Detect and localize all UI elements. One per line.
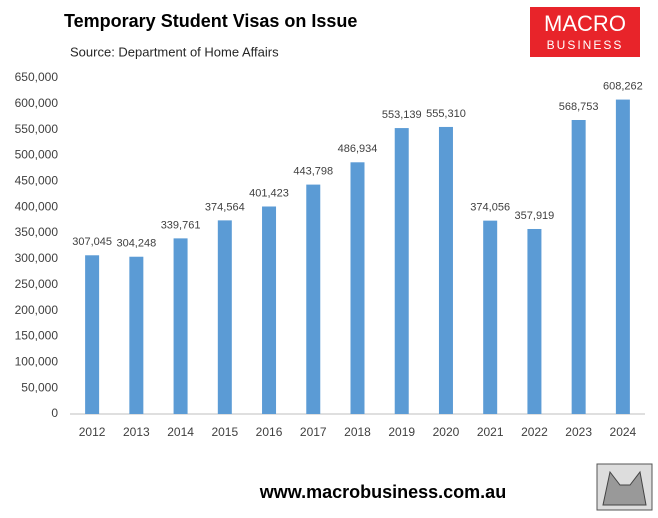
x-tick-label: 2022	[521, 425, 548, 439]
y-tick-label: 600,000	[15, 96, 59, 110]
data-label: 553,139	[382, 109, 422, 121]
x-tick-label: 2017	[300, 425, 327, 439]
logo-text: BUSINESS	[547, 38, 624, 52]
data-label: 374,564	[205, 201, 245, 213]
y-tick-label: 50,000	[21, 380, 58, 394]
x-tick-label: 2013	[123, 425, 150, 439]
y-tick-label: 250,000	[15, 277, 59, 291]
x-tick-label: 2019	[388, 425, 415, 439]
y-tick-label: 150,000	[15, 329, 59, 343]
footer: www.macrobusiness.com.au	[259, 482, 506, 502]
data-label: 401,423	[249, 187, 289, 199]
data-label: 374,056	[470, 202, 510, 214]
x-tick-label: 2012	[79, 425, 106, 439]
y-tick-label: 650,000	[15, 70, 59, 84]
x-tick-label: 2020	[433, 425, 460, 439]
bar	[217, 220, 232, 414]
bar	[173, 238, 188, 414]
x-tick-label: 2024	[610, 425, 637, 439]
y-tick-label: 300,000	[15, 251, 59, 265]
y-tick-label: 500,000	[15, 148, 59, 162]
x-tick-label: 2015	[211, 425, 238, 439]
bar	[615, 99, 630, 415]
bar	[262, 206, 277, 414]
data-label: 339,761	[161, 219, 201, 231]
bar	[483, 220, 498, 414]
bar	[306, 184, 321, 414]
bar	[571, 119, 586, 415]
bar	[350, 162, 365, 414]
bar	[129, 256, 144, 414]
bar	[438, 126, 453, 414]
logo-image	[602, 470, 647, 506]
y-tick-label: 450,000	[15, 174, 59, 188]
bar	[394, 128, 409, 414]
data-label: 357,919	[515, 210, 555, 222]
x-tick-label: 2018	[344, 425, 371, 439]
y-tick-label: 400,000	[15, 199, 59, 213]
data-label: 608,262	[603, 80, 643, 92]
logo-box	[530, 7, 640, 57]
data-label: 555,310	[426, 108, 466, 120]
bar	[85, 255, 100, 414]
y-tick-label: 550,000	[15, 122, 59, 136]
logo-text: MACRO	[544, 11, 626, 36]
chart-subtitle: Source: Department of Home Affairs	[70, 44, 279, 59]
y-tick-label: 100,000	[15, 354, 59, 368]
data-label: 307,045	[72, 236, 112, 248]
x-tick-label: 2014	[167, 425, 194, 439]
data-label: 443,798	[293, 165, 333, 177]
bar	[527, 228, 542, 414]
x-tick-label: 2016	[256, 425, 283, 439]
data-label: 486,934	[338, 143, 378, 155]
y-tick-label: 350,000	[15, 225, 59, 239]
chart-title: Temporary Student Visas on Issue	[64, 11, 357, 31]
y-tick-label: 0	[51, 406, 58, 420]
data-label: 304,248	[116, 238, 156, 250]
x-tick-label: 2021	[477, 425, 504, 439]
y-tick-label: 200,000	[15, 303, 59, 317]
data-label: 568,753	[559, 101, 599, 113]
x-tick-label: 2023	[565, 425, 592, 439]
